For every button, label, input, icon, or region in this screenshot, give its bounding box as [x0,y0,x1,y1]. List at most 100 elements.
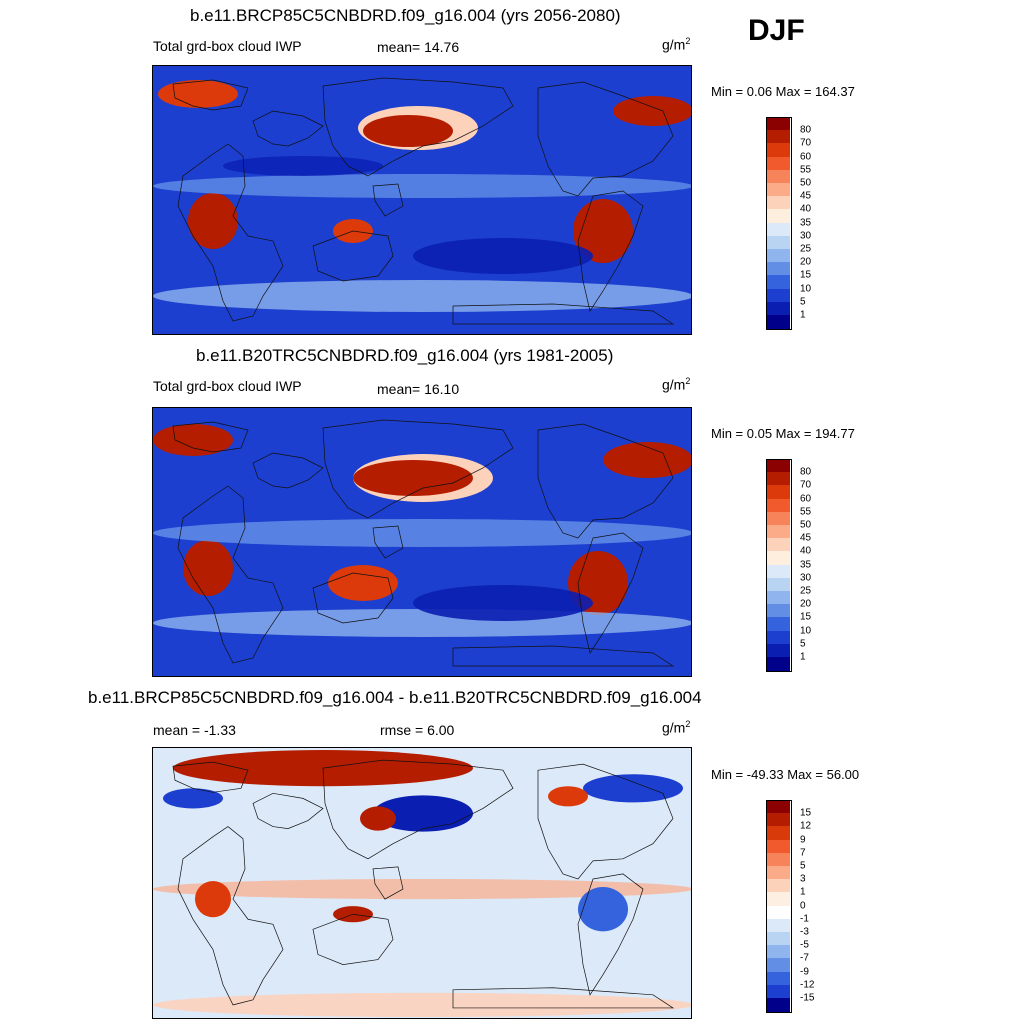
colorbar-swatch [766,945,790,959]
panel3-minmax: Min = -49.33 Max = 56.00 [711,767,860,782]
colorbar-swatch [766,892,790,907]
colorbar-swatch [766,472,790,486]
colorbar-swatch [766,604,790,618]
colorbar-label: 50 [800,177,812,189]
colorbar-label: 5 [800,296,806,308]
colorbar-swatch [766,525,790,539]
colorbar-swatch [766,577,790,592]
colorbar-label: 60 [800,151,812,163]
colorbar-label: 20 [800,256,812,268]
colorbar-label: 3 [800,873,806,885]
colorbar-label: 10 [800,283,812,295]
colorbar-swatch [766,918,790,933]
colorbar-label: 15 [800,611,812,623]
colorbar-swatch [766,826,790,841]
colorbar-swatch [766,617,790,632]
colorbar-swatch [766,564,790,579]
panel1-map [152,65,692,335]
colorbar-swatch [766,839,790,854]
panel3-units: g/m2 [662,719,691,736]
colorbar-label: -12 [800,979,815,991]
colorbar-swatch [766,249,790,263]
colorbar-label: 1 [800,651,806,663]
colorbar-swatch [766,169,790,184]
colorbar-swatch [766,498,790,513]
colorbar-label: 35 [800,217,812,229]
colorbar-swatch [766,958,790,973]
colorbar-label: 1 [800,309,806,321]
colorbar-label: 55 [800,506,812,518]
colorbar-label: 9 [800,834,806,846]
colorbar-label: 5 [800,638,806,650]
panel1-title: b.e11.BRCP85C5CNBDRD.f09_g16.004 (yrs 20… [190,6,621,25]
panel2-map [152,407,692,677]
colorbar-swatch [766,905,790,920]
colorbar-swatch [766,485,790,500]
panel1-units: g/m2 [662,36,691,53]
colorbar-label: -7 [800,952,809,964]
colorbar-swatch [766,551,790,566]
season-label: DJF [748,14,805,47]
panel2-units: g/m2 [662,376,691,393]
colorbar-swatch [766,117,790,131]
colorbar-swatch [766,538,790,552]
colorbar-swatch [766,511,790,526]
colorbar-swatch [766,262,790,276]
colorbar-label: 5 [800,860,806,872]
colorbar-label: 7 [800,847,806,859]
colorbar-swatch [766,130,790,144]
colorbar-outline [766,117,792,331]
colorbar-label: 1 [800,886,806,898]
colorbar-label: 12 [800,820,812,832]
colorbar-swatch [766,971,790,986]
panel2-mean: mean= 16.10 [377,381,460,397]
colorbar-label: -5 [800,939,809,951]
colorbar-swatch [766,630,790,645]
colorbar-swatch [766,998,790,1012]
colorbar-swatch [766,288,790,303]
colorbar-swatch [766,813,790,827]
panel3-mean: mean = -1.33 [153,722,236,738]
colorbar-label: 80 [800,466,812,478]
colorbar-label: 30 [800,230,812,242]
colorbar-swatch [766,143,790,158]
colorbar-label: 70 [800,479,812,491]
colorbar-swatch [766,459,790,473]
colorbar-label: 25 [800,243,812,255]
panel3-rmse: rmse = 6.00 [380,722,455,738]
colorbar-label: 45 [800,532,812,544]
colorbar-label: -9 [800,966,809,978]
colorbar-label: 60 [800,493,812,505]
colorbar-label: 30 [800,572,812,584]
colorbar-label: 80 [800,124,812,136]
colorbar-label: 20 [800,598,812,610]
colorbar-swatch [766,657,790,671]
colorbar-outline [766,459,792,673]
colorbar-swatch [766,301,790,316]
colorbar-label: 40 [800,203,812,215]
colorbar-label: 25 [800,585,812,597]
colorbar-swatch [766,183,790,197]
colorbar-label: -3 [800,926,809,938]
colorbar-swatch [766,932,790,946]
colorbar-swatch [766,209,790,224]
colorbar-swatch [766,866,790,880]
panel1-field-label: Total grd-box cloud IWP [153,38,302,54]
colorbar-swatch [766,879,790,893]
colorbar-label: 70 [800,137,812,149]
colorbar-label: 50 [800,519,812,531]
colorbar-swatch [766,984,790,999]
colorbar-label: 35 [800,559,812,571]
panel3-title: b.e11.BRCP85C5CNBDRD.f09_g16.004 - b.e11… [88,688,702,707]
colorbar-label: 10 [800,625,812,637]
colorbar-label: 55 [800,164,812,176]
colorbar-label: 15 [800,269,812,281]
colorbar-swatch [766,643,790,658]
panel1-mean: mean= 14.76 [377,39,460,55]
colorbar-label: 45 [800,190,812,202]
colorbar-swatch [766,235,790,250]
panel1-minmax: Min = 0.06 Max = 164.37 [711,84,855,99]
colorbar-label: 40 [800,545,812,557]
colorbar-label: -15 [800,992,815,1004]
panel2-field-label: Total grd-box cloud IWP [153,378,302,394]
